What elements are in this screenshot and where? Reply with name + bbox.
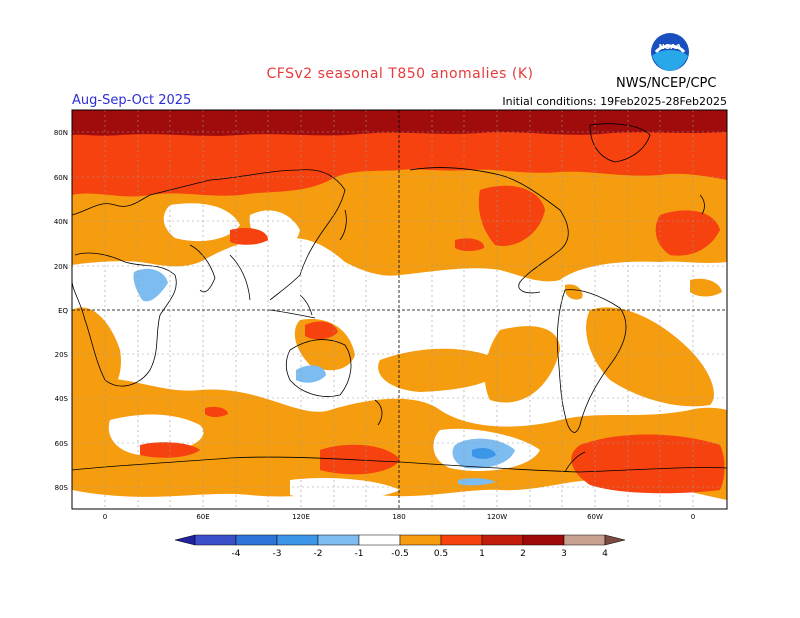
- lon-label: 120W: [487, 513, 507, 521]
- colorbar-label: -4: [232, 549, 241, 559]
- lat-label: 20S: [55, 351, 69, 359]
- colorbar-segment: [358, 534, 401, 546]
- colorbar-label: 3: [561, 549, 567, 559]
- lat-label: 40S: [55, 395, 69, 403]
- colorbar-segment: [276, 534, 319, 546]
- initial-conditions: Initial conditions: 19Feb2025-28Feb2025: [502, 95, 727, 108]
- colorbar-segment: [399, 534, 442, 546]
- lon-label: 180: [392, 513, 405, 521]
- caribbean-patch: [565, 284, 583, 300]
- colorbar-label: 2: [520, 549, 526, 559]
- lat-label: 80N: [54, 129, 68, 137]
- colorbar-segment: [440, 534, 483, 546]
- south-indian-red-2: [205, 406, 228, 417]
- colorbar-label: -1: [355, 549, 364, 559]
- southern-anomaly-band: [72, 377, 727, 500]
- lon-label: 0: [103, 513, 107, 521]
- colorbar-label: -3: [273, 549, 282, 559]
- south-pacific-patch: [378, 348, 502, 392]
- lon-label: 60W: [587, 513, 603, 521]
- south-gap-3: [290, 478, 400, 500]
- lon-labels: 0 60E 120E 180 120W 60W 0: [103, 513, 695, 521]
- colorbar: -4 -3 -2 -1 -0.5 0.5 1 2 3 4: [174, 534, 626, 559]
- map-title: CFSv2 seasonal T850 anomalies (K): [266, 66, 534, 82]
- lat-label: 60N: [54, 174, 68, 182]
- lat-label: 40N: [54, 218, 68, 226]
- south-blue-small: [458, 478, 495, 486]
- colorbar-arrow-right: [604, 534, 626, 546]
- lat-label: 20N: [54, 263, 68, 271]
- australia-blue: [296, 365, 326, 383]
- colorbar-segment: [563, 534, 606, 546]
- colorbar-label: -2: [314, 549, 323, 559]
- lon-label: 0: [691, 513, 695, 521]
- map-frame: [71, 109, 728, 510]
- graticule: [72, 110, 727, 509]
- agency-label: NWS/NCEP/CPC: [616, 76, 717, 91]
- colorbar-label: 0.5: [434, 549, 448, 559]
- south-pacific-patch-2: [484, 326, 560, 403]
- lat-label: 80S: [55, 484, 69, 492]
- south-pacific-red: [320, 444, 400, 475]
- north-gap-1: [163, 203, 240, 242]
- lat-label: 60S: [55, 440, 69, 448]
- indonesia-red: [305, 321, 338, 340]
- south-blue-core: [472, 447, 496, 459]
- pacific-red: [455, 238, 485, 251]
- colorbar-segment: [522, 534, 565, 546]
- asia-red: [230, 228, 268, 245]
- south-atlantic-patch: [586, 307, 714, 407]
- colorbar-segment: [317, 534, 360, 546]
- colorbar-label: 4: [602, 549, 608, 559]
- noaa-logo: NOAA: [651, 33, 689, 71]
- lon-label: 120E: [292, 513, 310, 521]
- colorbar-label: 1: [479, 549, 485, 559]
- lat-labels: 80N 60N 40N 20N EQ 20S 40S 60S 80S: [54, 129, 69, 492]
- africa-blue: [133, 268, 168, 302]
- logo-text: NOAA: [659, 43, 682, 51]
- colorbar-arrow-left: [174, 534, 196, 546]
- season-label: Aug-Sep-Oct 2025: [72, 93, 192, 108]
- south-atlantic-west-patch: [72, 307, 121, 405]
- south-atlantic-red: [571, 434, 725, 494]
- colorbar-label: -0.5: [391, 549, 409, 559]
- colorbar-segment: [194, 534, 237, 546]
- west-africa-patch: [690, 278, 722, 297]
- mediterranean-red: [655, 210, 720, 256]
- colorbar-segment: [481, 534, 524, 546]
- lon-label: 60E: [196, 513, 209, 521]
- colorbar-segment: [235, 534, 278, 546]
- lat-label: EQ: [58, 307, 68, 315]
- north-america-red: [478, 185, 545, 246]
